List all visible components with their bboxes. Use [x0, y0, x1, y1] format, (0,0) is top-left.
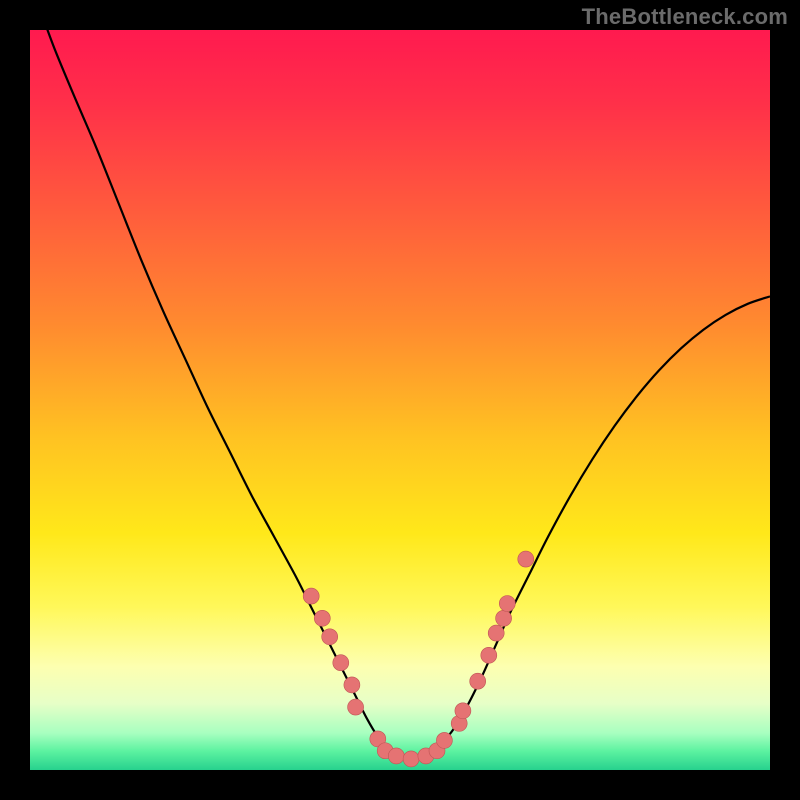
curve-marker	[333, 655, 349, 671]
curve-marker	[314, 610, 330, 626]
curve-marker	[470, 673, 486, 689]
chart-stage: TheBottleneck.com	[0, 0, 800, 800]
curve-marker	[403, 751, 419, 767]
curve-marker	[499, 596, 515, 612]
curve-marker	[303, 588, 319, 604]
curve-marker	[388, 748, 404, 764]
plot-background	[30, 30, 770, 770]
chart-svg	[0, 0, 800, 800]
curve-marker	[496, 610, 512, 626]
curve-marker	[481, 647, 497, 663]
curve-marker	[488, 625, 504, 641]
curve-marker	[455, 703, 471, 719]
curve-marker	[436, 732, 452, 748]
watermark-text: TheBottleneck.com	[582, 4, 788, 30]
curve-marker	[348, 699, 364, 715]
curve-marker	[344, 677, 360, 693]
curve-marker	[322, 629, 338, 645]
curve-marker	[518, 551, 534, 567]
